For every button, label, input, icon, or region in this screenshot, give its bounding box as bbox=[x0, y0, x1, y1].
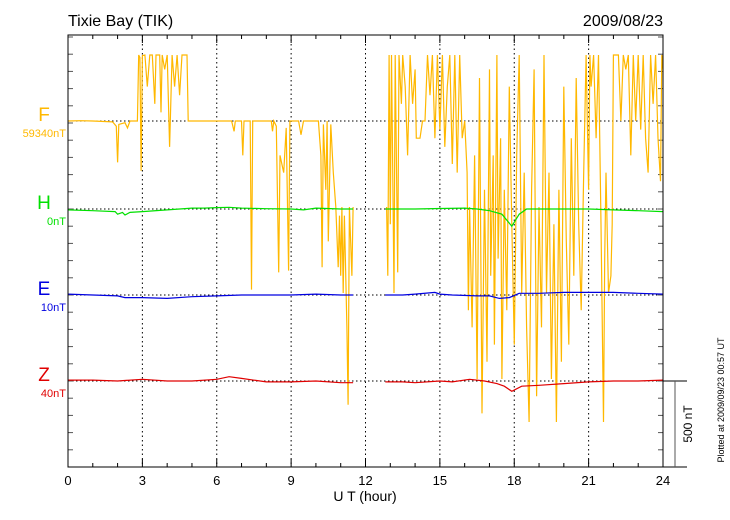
series-line-Z bbox=[68, 376, 354, 384]
chart-date: 2009/08/23 bbox=[583, 13, 663, 30]
series-line-F bbox=[68, 54, 354, 405]
series-name-H: H bbox=[37, 193, 51, 214]
plot-frame bbox=[67, 34, 664, 468]
baseline-value-F: 59340nT bbox=[23, 128, 67, 140]
x-tick-label: 18 bbox=[507, 473, 521, 488]
x-tick-label: 9 bbox=[288, 473, 295, 488]
x-tick-label: 24 bbox=[656, 473, 670, 488]
series-name-F: F bbox=[38, 105, 50, 126]
baseline-value-E: 10nT bbox=[41, 302, 66, 314]
chart-title: Tixie Bay (TIK) bbox=[68, 13, 173, 30]
plotted-note: Plotted at 2009/09/23 00:57 UT bbox=[716, 337, 726, 463]
series-line-Z bbox=[385, 378, 663, 392]
x-tick-label: 21 bbox=[581, 473, 595, 488]
baseline-value-Z: 40nT bbox=[41, 388, 66, 400]
series-line-E bbox=[385, 291, 663, 300]
scale-bar-label: 500 nT bbox=[681, 405, 695, 443]
series-line-E bbox=[68, 293, 354, 300]
scale-bar: 500 nT bbox=[663, 380, 695, 468]
series-name-E: E bbox=[38, 279, 51, 300]
baseline-value-H: 0nT bbox=[47, 216, 66, 228]
x-tick-label: 3 bbox=[139, 473, 146, 488]
x-tick-label: 0 bbox=[64, 473, 71, 488]
series-line-H bbox=[385, 207, 663, 228]
x-axis-label: U T (hour) bbox=[333, 488, 396, 504]
x-tick-label: 15 bbox=[433, 473, 447, 488]
series-name-Z: Z bbox=[38, 365, 50, 386]
x-tick-label: 12 bbox=[358, 473, 372, 488]
series-line-F bbox=[386, 54, 663, 423]
x-tick-label: 6 bbox=[213, 473, 220, 488]
series-line-H bbox=[68, 206, 354, 216]
